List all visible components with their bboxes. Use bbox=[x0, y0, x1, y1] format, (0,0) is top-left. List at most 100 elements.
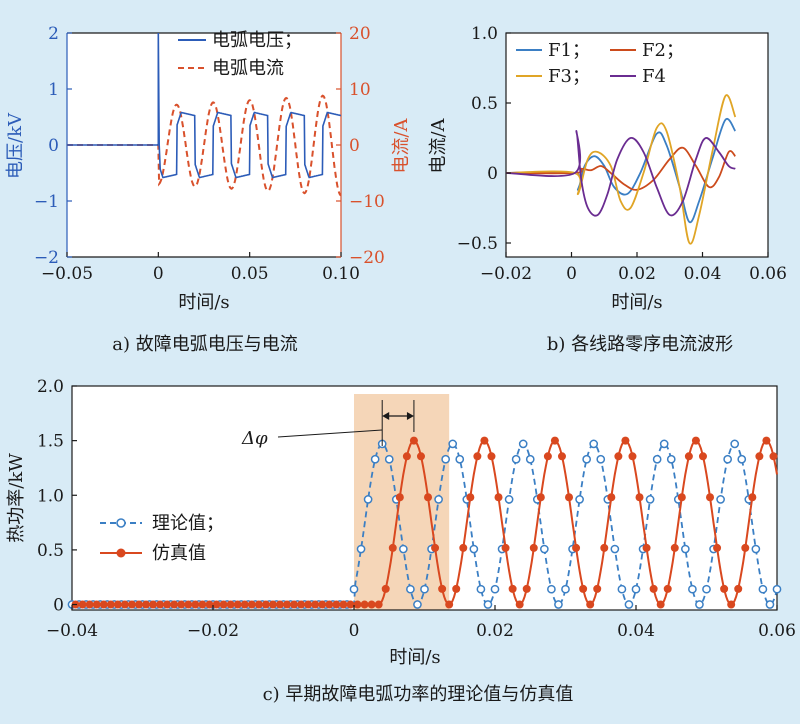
sim-marker bbox=[586, 600, 595, 609]
theory-marker bbox=[483, 600, 493, 609]
theory-marker bbox=[659, 439, 669, 449]
legend-label-f4: F4 bbox=[642, 66, 666, 87]
sim-marker bbox=[628, 452, 637, 461]
theory-marker bbox=[582, 454, 592, 464]
sim-marker bbox=[431, 543, 440, 552]
x-tick-label-b: 0.06 bbox=[749, 264, 787, 284]
ticks-c: −0.04 −0.02 0 0.02 0.04 0.06 2.0 1.5 1.0 0.5 0 bbox=[37, 377, 796, 641]
sim-marker bbox=[78, 600, 87, 609]
x-tick-label-a: 0 bbox=[153, 264, 164, 284]
sim-marker bbox=[543, 452, 552, 461]
panel-c: −0.04 −0.02 0 0.02 0.04 0.062.01.51.00.50 Δφ … bbox=[6, 377, 796, 705]
x-tick-label-c: 0 bbox=[349, 621, 360, 641]
theory-marker bbox=[370, 454, 380, 464]
sim-marker bbox=[233, 600, 242, 609]
sim-marker bbox=[353, 600, 362, 609]
sim-marker bbox=[684, 452, 693, 461]
sim-marker bbox=[727, 600, 736, 609]
sim-marker bbox=[127, 600, 136, 609]
sim-marker bbox=[459, 543, 468, 552]
y-tick-label-right-a: 20 bbox=[349, 24, 371, 44]
x-tick-label-a: −0.05 bbox=[41, 264, 93, 284]
sim-marker bbox=[332, 600, 341, 609]
x-tick-label-a: 0.10 bbox=[322, 264, 360, 284]
legend-label-theory: 理论值； bbox=[152, 513, 224, 534]
sim-marker bbox=[621, 436, 630, 445]
sim-marker bbox=[656, 600, 665, 609]
sim-marker bbox=[191, 600, 200, 609]
sim-marker bbox=[734, 584, 743, 593]
y-tick-label-c: 2.0 bbox=[37, 377, 64, 397]
theory-marker bbox=[610, 544, 620, 554]
phase-annotation: Δφ bbox=[241, 400, 415, 449]
sim-marker bbox=[184, 600, 193, 609]
sim-marker bbox=[480, 436, 489, 445]
sim-marker bbox=[290, 600, 299, 609]
sim-marker bbox=[445, 600, 454, 609]
theory-marker bbox=[363, 495, 373, 504]
sim-marker bbox=[198, 600, 207, 609]
x-tick-label-c: 0.02 bbox=[476, 621, 514, 641]
theory-marker bbox=[631, 584, 641, 594]
frame-c bbox=[71, 385, 778, 611]
legend-marker-theory bbox=[116, 518, 126, 528]
y-axis-label-c: 热功率/kW bbox=[6, 453, 27, 543]
sim-marker bbox=[134, 600, 143, 609]
theory-marker bbox=[589, 439, 599, 449]
sim-marker bbox=[670, 543, 679, 552]
theory-marker bbox=[723, 454, 733, 464]
sim-marker bbox=[149, 600, 158, 609]
sim-marker bbox=[212, 600, 221, 609]
legend-c: 理论值； 仿真值 bbox=[100, 513, 224, 564]
y-tick-label-left-a: 2 bbox=[48, 24, 59, 44]
delta-phi-arrowhead-right bbox=[406, 412, 414, 420]
sim-marker bbox=[367, 600, 376, 609]
series-line-f3 bbox=[505, 94, 737, 245]
theory-marker bbox=[681, 544, 690, 554]
theory-marker bbox=[384, 454, 394, 464]
sim-marker bbox=[677, 493, 686, 502]
plot-area-b bbox=[506, 33, 768, 257]
x-tick-label-c: −0.02 bbox=[187, 621, 239, 641]
sim-marker bbox=[156, 600, 165, 609]
sim-marker bbox=[275, 600, 284, 609]
theory-marker bbox=[490, 584, 500, 594]
y-tick-label-right-a: −20 bbox=[349, 248, 385, 268]
x-tick-label-c: 0.04 bbox=[617, 621, 655, 641]
sim-marker bbox=[261, 600, 270, 609]
sim-marker bbox=[416, 452, 425, 461]
theory-marker bbox=[455, 454, 465, 464]
sim-marker bbox=[642, 543, 651, 552]
sim-marker bbox=[99, 600, 108, 609]
sim-marker bbox=[529, 543, 538, 552]
theory-marker bbox=[540, 544, 549, 554]
sim-marker bbox=[374, 600, 383, 609]
theory-marker bbox=[730, 439, 740, 449]
sim-marker bbox=[452, 584, 461, 593]
sim-marker bbox=[600, 543, 609, 552]
sim-marker bbox=[487, 452, 496, 461]
x-axis-label-c: 时间/s bbox=[389, 647, 440, 668]
series-line-voltage bbox=[67, 32, 342, 179]
sim-marker bbox=[388, 543, 397, 552]
y-tick-label-b: 1.0 bbox=[471, 24, 498, 44]
sim-marker bbox=[762, 436, 771, 445]
sim-marker bbox=[409, 436, 418, 445]
sim-marker bbox=[268, 600, 277, 609]
theory-marker bbox=[434, 495, 443, 504]
x-tick-label-a: 0.05 bbox=[231, 264, 269, 284]
series-line-f4 bbox=[505, 130, 736, 217]
y-axis-label-right-a: 电流/A bbox=[391, 117, 412, 173]
y-tick-label-left-a: −1 bbox=[34, 192, 59, 212]
legend-marker-sim bbox=[116, 548, 126, 558]
sim-marker bbox=[318, 600, 327, 609]
series-group-b bbox=[505, 94, 737, 245]
sim-marker bbox=[635, 493, 644, 502]
ticks-b: −0.02 0 0.02 0.04 0.06 1.0 0.5 0 −0.5 bbox=[457, 24, 787, 284]
delta-phi-label: Δφ bbox=[241, 428, 268, 449]
sim-marker bbox=[177, 600, 186, 609]
y-tick-label-left-a: 1 bbox=[48, 80, 59, 100]
theory-marker bbox=[356, 544, 366, 554]
caption-c: c) 早期故障电弧功率的理论值与仿真值 bbox=[263, 684, 574, 705]
